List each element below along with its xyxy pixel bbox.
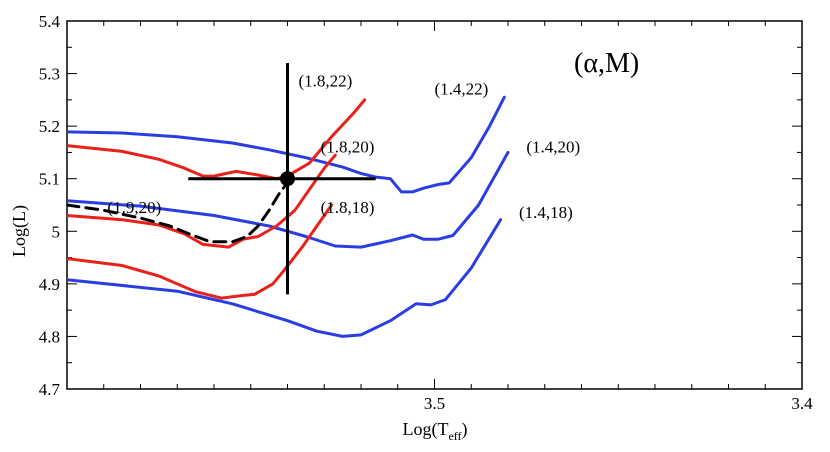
y-tick-label: 5.4: [39, 12, 61, 31]
series-line-1-8-18: [67, 203, 334, 300]
series-line-1-9-20: [67, 177, 293, 244]
series-line-1-8-22: [67, 98, 367, 181]
plot-area: 3.5 3.4 4.7 4.8 4.9 5 5.1 5.2 5.3 5.4 (1.4,22) (1.4…: [39, 12, 813, 413]
corner-annotation: (α,M): [574, 48, 639, 79]
y-tick-label: 4.7: [39, 380, 61, 399]
y-tick-label: 5.2: [39, 117, 60, 136]
y-tick-label: 4.9: [39, 275, 60, 294]
series-line-1-4-18: [67, 218, 503, 338]
y-tick-label: 5: [52, 222, 61, 241]
x-axis-label: Log(Teff): [402, 419, 467, 443]
series-label: (1.4,22): [435, 80, 489, 99]
y-axis-label: Log(L): [9, 205, 30, 257]
series-line-1-4-20: [67, 150, 510, 249]
x-axis-label-close: ): [462, 419, 468, 440]
observed-point: [280, 171, 295, 187]
series-label: (1.8,18): [321, 198, 375, 217]
y-tick-label: 5.3: [39, 65, 60, 84]
series-line-1-4-22: [67, 95, 506, 194]
x-tick-label: 3.5: [424, 394, 445, 413]
y-tick-label: 4.8: [39, 327, 60, 346]
series-label: (1.4,20): [526, 137, 580, 156]
x-tick-label: 3.4: [791, 394, 813, 413]
series-label: (1.8,20): [321, 137, 375, 156]
y-tick-label: 5.1: [39, 170, 60, 189]
x-axis-label-subscript: eff: [448, 429, 461, 443]
x-axis-label-main: Log(T: [402, 419, 448, 440]
series-label: (1.9,20): [107, 198, 161, 217]
series-label: (1.8,22): [299, 72, 353, 91]
plot-frame: [66, 20, 803, 390]
series-label: (1.4,18): [519, 203, 573, 222]
